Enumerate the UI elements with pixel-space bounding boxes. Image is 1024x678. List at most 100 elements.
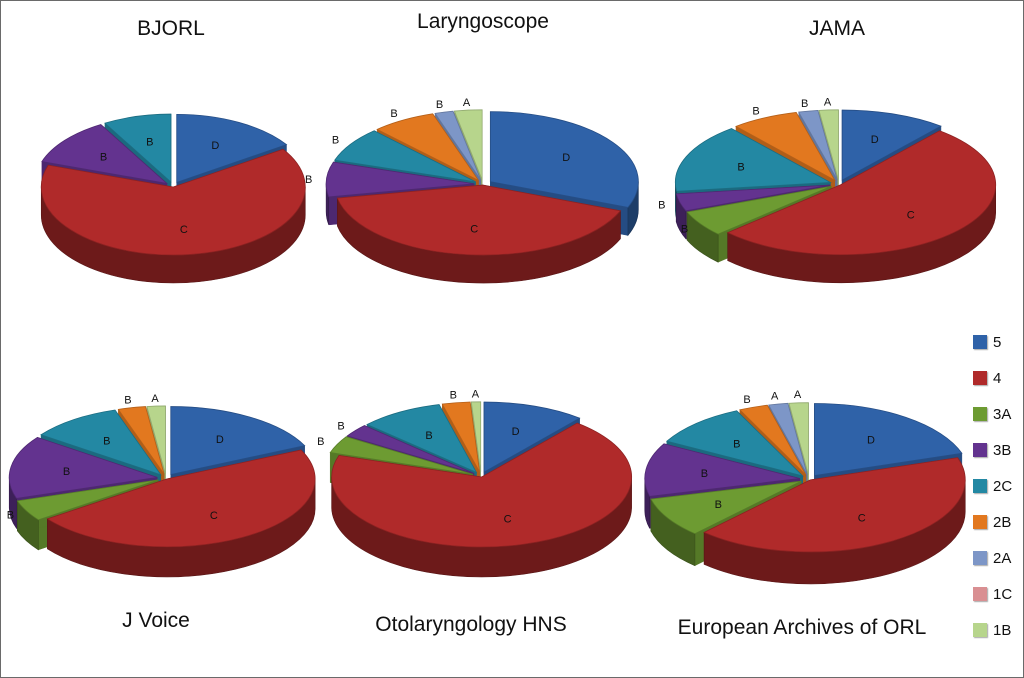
pie-slice-top (434, 110, 482, 181)
legend-item-5: 5 (973, 324, 1012, 360)
pie-slice-top (814, 403, 963, 476)
pie-slice-label: D (216, 434, 224, 446)
pie-slice-label: C (858, 513, 866, 525)
pie-title-european-archives: European Archives of ORL (677, 616, 927, 639)
legend-item-1b: 1B (973, 612, 1012, 648)
pie-slice-top (170, 406, 306, 476)
pie-slice-label: B (425, 430, 432, 442)
pie-title-jama: JAMA (808, 17, 866, 40)
pie-slice-label: B (317, 436, 324, 448)
legend-label: 3B (993, 441, 1012, 459)
pie-slice-label: B (436, 99, 443, 111)
legend-label: 1C (993, 585, 1013, 603)
pie-title-j-voice: J Voice (122, 609, 190, 632)
legend: 5 4 3A 3B 2C 2B 2A 1C (973, 324, 1012, 648)
pie-slice-top (788, 402, 809, 475)
pie-slice-top (675, 184, 831, 212)
pie-slice-label: B (450, 389, 457, 401)
pie-slice-4 (40, 148, 306, 284)
legend-item-3b: 3B (973, 432, 1012, 468)
legend-swatch (973, 443, 987, 457)
pie-slice-label: B (681, 223, 688, 235)
pie-slice-top (644, 443, 800, 497)
legend-label: 1B (993, 621, 1012, 639)
pie-slice-label: A (472, 388, 480, 400)
pie-slice-4 (46, 449, 316, 578)
pie-slice-top (40, 409, 162, 476)
legend-swatch (973, 587, 987, 601)
pie-slice-label: B (701, 468, 708, 480)
legend-swatch (973, 551, 987, 565)
pie-slice-label: B (305, 174, 312, 186)
pie-slice-top (366, 404, 478, 474)
pie-slice-label: D (512, 426, 520, 438)
pie-slice-top (470, 401, 482, 472)
pie-0: D C B B (40, 113, 306, 284)
pie-title-laryngoscope: Laryngoscope (417, 10, 549, 33)
pie-slice-label: B (7, 509, 14, 521)
legend-item-2a: 2A (973, 540, 1012, 576)
pie-slice-top (376, 113, 479, 181)
pie-slice-top (841, 109, 942, 181)
pie-1: D C B B B B A (305, 97, 639, 284)
pie-slice-label: B (733, 438, 740, 450)
pie-slice-label: C (470, 223, 478, 235)
pie-slice-top (325, 161, 475, 198)
pie-slice-top (40, 148, 306, 256)
pie-slice-4 (726, 130, 997, 284)
pie-slice-label: A (771, 391, 779, 403)
pie-slice-label: A (463, 97, 471, 109)
pie-slice-top (650, 480, 802, 535)
pie-slice-top (686, 185, 832, 235)
legend-label: 2B (993, 513, 1012, 531)
legend-item-3a: 3A (973, 396, 1012, 432)
pie-slice-top (46, 449, 316, 548)
pie-slice-label: B (337, 420, 344, 432)
legend-label: 2A (993, 549, 1012, 567)
pie-slice-label: B (103, 436, 110, 448)
pie-slice-label: B (737, 162, 744, 174)
pie-slice-top (768, 402, 808, 475)
pie-slice-top (735, 112, 836, 182)
pie-slice-top (41, 124, 169, 185)
pie-slice-label: B (146, 136, 153, 148)
pie-title-otolaryngology-hns: Otolaryngology HNS (375, 613, 567, 636)
legend-label: 4 (993, 369, 1002, 387)
pie-slice-4 (703, 457, 966, 585)
pie-4: D C B B B B A (317, 388, 633, 578)
pie-slice-label: B (390, 108, 397, 120)
pie-slice-top (16, 479, 159, 521)
pie-slice-top (674, 128, 832, 192)
pie-slice-top (453, 109, 483, 180)
pie-slice-top (483, 401, 581, 473)
pie-slice-label: C (504, 514, 512, 526)
pie-slice-label: B (752, 105, 759, 117)
pie-slice-label: B (801, 98, 808, 110)
pie-slice-label: A (794, 389, 802, 401)
legend-swatch (973, 407, 987, 421)
pie-slice-top (8, 436, 158, 499)
pie-slice-label: B (124, 395, 131, 407)
pie-slice-top (703, 457, 966, 553)
legend-item-1c: 1C (973, 576, 1012, 612)
pie-slice-top (146, 405, 166, 475)
pie-slice-label: B (743, 394, 750, 406)
pie-slice-top (331, 422, 633, 548)
pie-slice-label: C (210, 510, 218, 522)
pie-slice-top (441, 401, 480, 473)
pie-slice-top (665, 410, 804, 477)
pie-slice-top (489, 111, 639, 208)
legend-swatch (973, 515, 987, 529)
pie-slice-label: C (180, 224, 188, 236)
legend-item-2c: 2C (973, 468, 1012, 504)
pie-slice-top (329, 436, 473, 475)
legend-label: 2C (993, 477, 1013, 495)
legend-item-2b: 2B (973, 504, 1012, 540)
legend-label: 3A (993, 405, 1012, 423)
pie-slice-top (818, 109, 839, 180)
pie-slice-label: C (907, 209, 915, 221)
pie-slice-4 (331, 422, 633, 578)
pie-slice-label: B (715, 499, 722, 511)
legend-item-4: 4 (973, 360, 1012, 396)
